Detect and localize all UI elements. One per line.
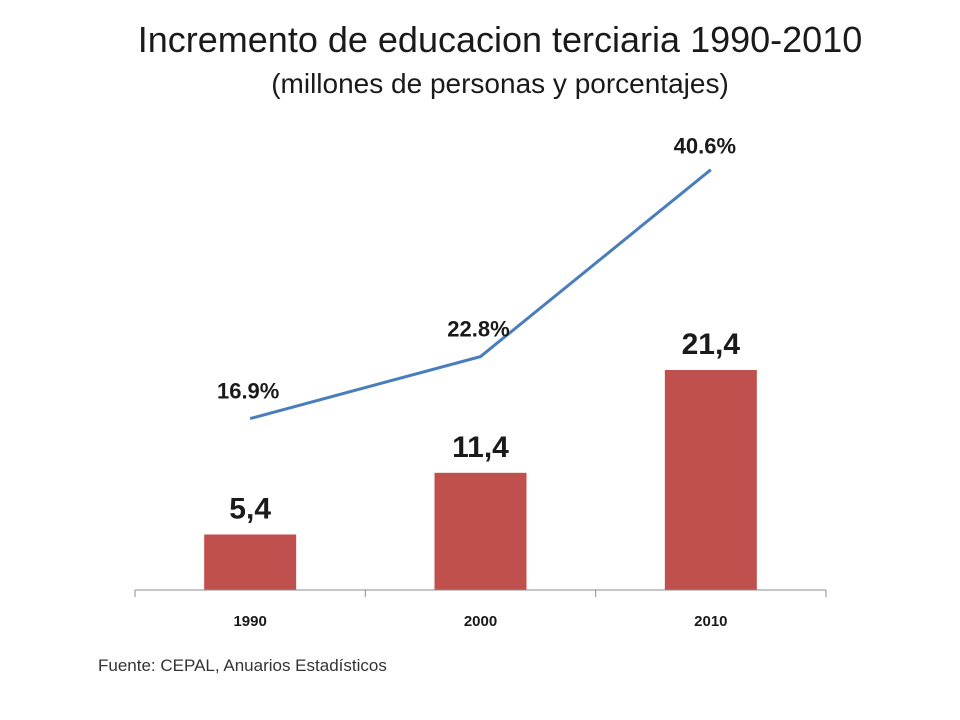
percentage-label: 40.6% <box>674 134 736 159</box>
chart-subtitle: (millones de personas y porcentajes) <box>271 68 729 99</box>
chart-title: Incremento de educacion terciaria 1990-2… <box>137 19 863 60</box>
x-tick-label: 2010 <box>694 613 727 630</box>
percentage-label: 16.9% <box>217 379 279 404</box>
x-tick-label: 2000 <box>464 613 497 630</box>
bar-1990 <box>204 534 297 590</box>
bar-value-label: 5,4 <box>229 492 271 525</box>
bar-value-label: 21,4 <box>682 328 741 361</box>
bar-value-label: 11,4 <box>452 431 509 464</box>
percentage-line <box>249 168 712 420</box>
source-note: Fuente: CEPAL, Anuarios Estadísticos <box>98 656 387 675</box>
bar-2010 <box>664 370 757 590</box>
percentage-label: 22.8% <box>447 317 509 342</box>
bar-2000 <box>434 472 527 590</box>
x-tick-label: 1990 <box>233 613 266 630</box>
